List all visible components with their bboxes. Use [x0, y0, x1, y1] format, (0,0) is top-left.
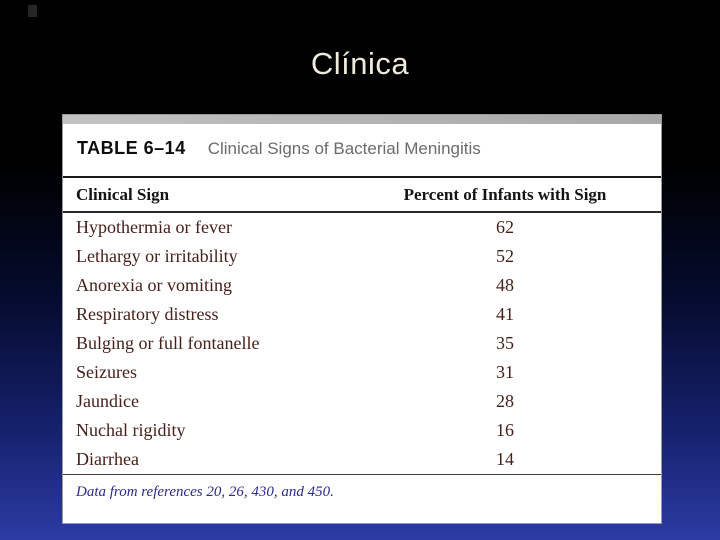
percent-cell: 35	[496, 333, 514, 353]
sign-cell: Hypothermia or fever	[76, 217, 232, 237]
table-row: Seizures 31	[63, 358, 661, 387]
sign-cell: Jaundice	[76, 391, 139, 411]
table-image: TABLE 6–14 Clinical Signs of Bacterial M…	[62, 114, 662, 524]
table-row: Lethargy or irritability 52	[63, 242, 661, 271]
table-caption: TABLE 6–14 Clinical Signs of Bacterial M…	[63, 124, 661, 176]
percent-cell: 14	[496, 449, 514, 469]
clinical-signs-table-body: Hypothermia or fever 62 Lethargy or irri…	[63, 213, 661, 474]
sign-cell: Diarrhea	[76, 449, 139, 469]
corner-mark	[28, 5, 37, 17]
percent-cell: 31	[496, 362, 514, 382]
table-row: Diarrhea 14	[63, 445, 661, 474]
sign-cell: Lethargy or irritability	[76, 246, 238, 266]
percent-cell: 48	[496, 275, 514, 295]
percent-cell: 41	[496, 304, 514, 324]
sign-cell: Anorexia or vomiting	[76, 275, 232, 295]
table-row: Nuchal rigidity 16	[63, 416, 661, 445]
scan-top-band	[63, 115, 661, 124]
table-row: Jaundice 28	[63, 387, 661, 416]
table-footnote: Data from references 20, 26, 430, and 45…	[76, 484, 334, 500]
percent-cell: 28	[496, 391, 514, 411]
sign-cell: Seizures	[76, 362, 137, 382]
table-caption-title: Clinical Signs of Bacterial Meningitis	[207, 139, 481, 158]
percent-cell: 52	[496, 246, 514, 266]
divider-header	[63, 211, 661, 213]
sign-cell: Respiratory distress	[76, 304, 219, 324]
column-header-sign: Clinical Sign	[76, 185, 170, 204]
percent-cell: 16	[496, 420, 514, 440]
table-caption-label: TABLE 6–14	[77, 138, 186, 158]
clinical-signs-table: Clinical Sign Percent of Infants with Si…	[63, 178, 661, 211]
divider-top	[63, 176, 661, 178]
table-row: Bulging or full fontanelle 35	[63, 329, 661, 358]
table-row: Hypothermia or fever 62	[63, 213, 661, 242]
divider-footnote	[63, 474, 661, 475]
table-row: Anorexia or vomiting 48	[63, 271, 661, 300]
sign-cell: Bulging or full fontanelle	[76, 333, 260, 353]
sign-cell: Nuchal rigidity	[76, 420, 186, 440]
column-header-percent: Percent of Infants with Sign	[403, 185, 607, 204]
header-row: Clinical Sign Percent of Infants with Si…	[63, 178, 661, 211]
slide-title: Clínica	[310, 46, 410, 81]
percent-cell: 62	[496, 217, 514, 237]
table-row: Respiratory distress 41	[63, 300, 661, 329]
